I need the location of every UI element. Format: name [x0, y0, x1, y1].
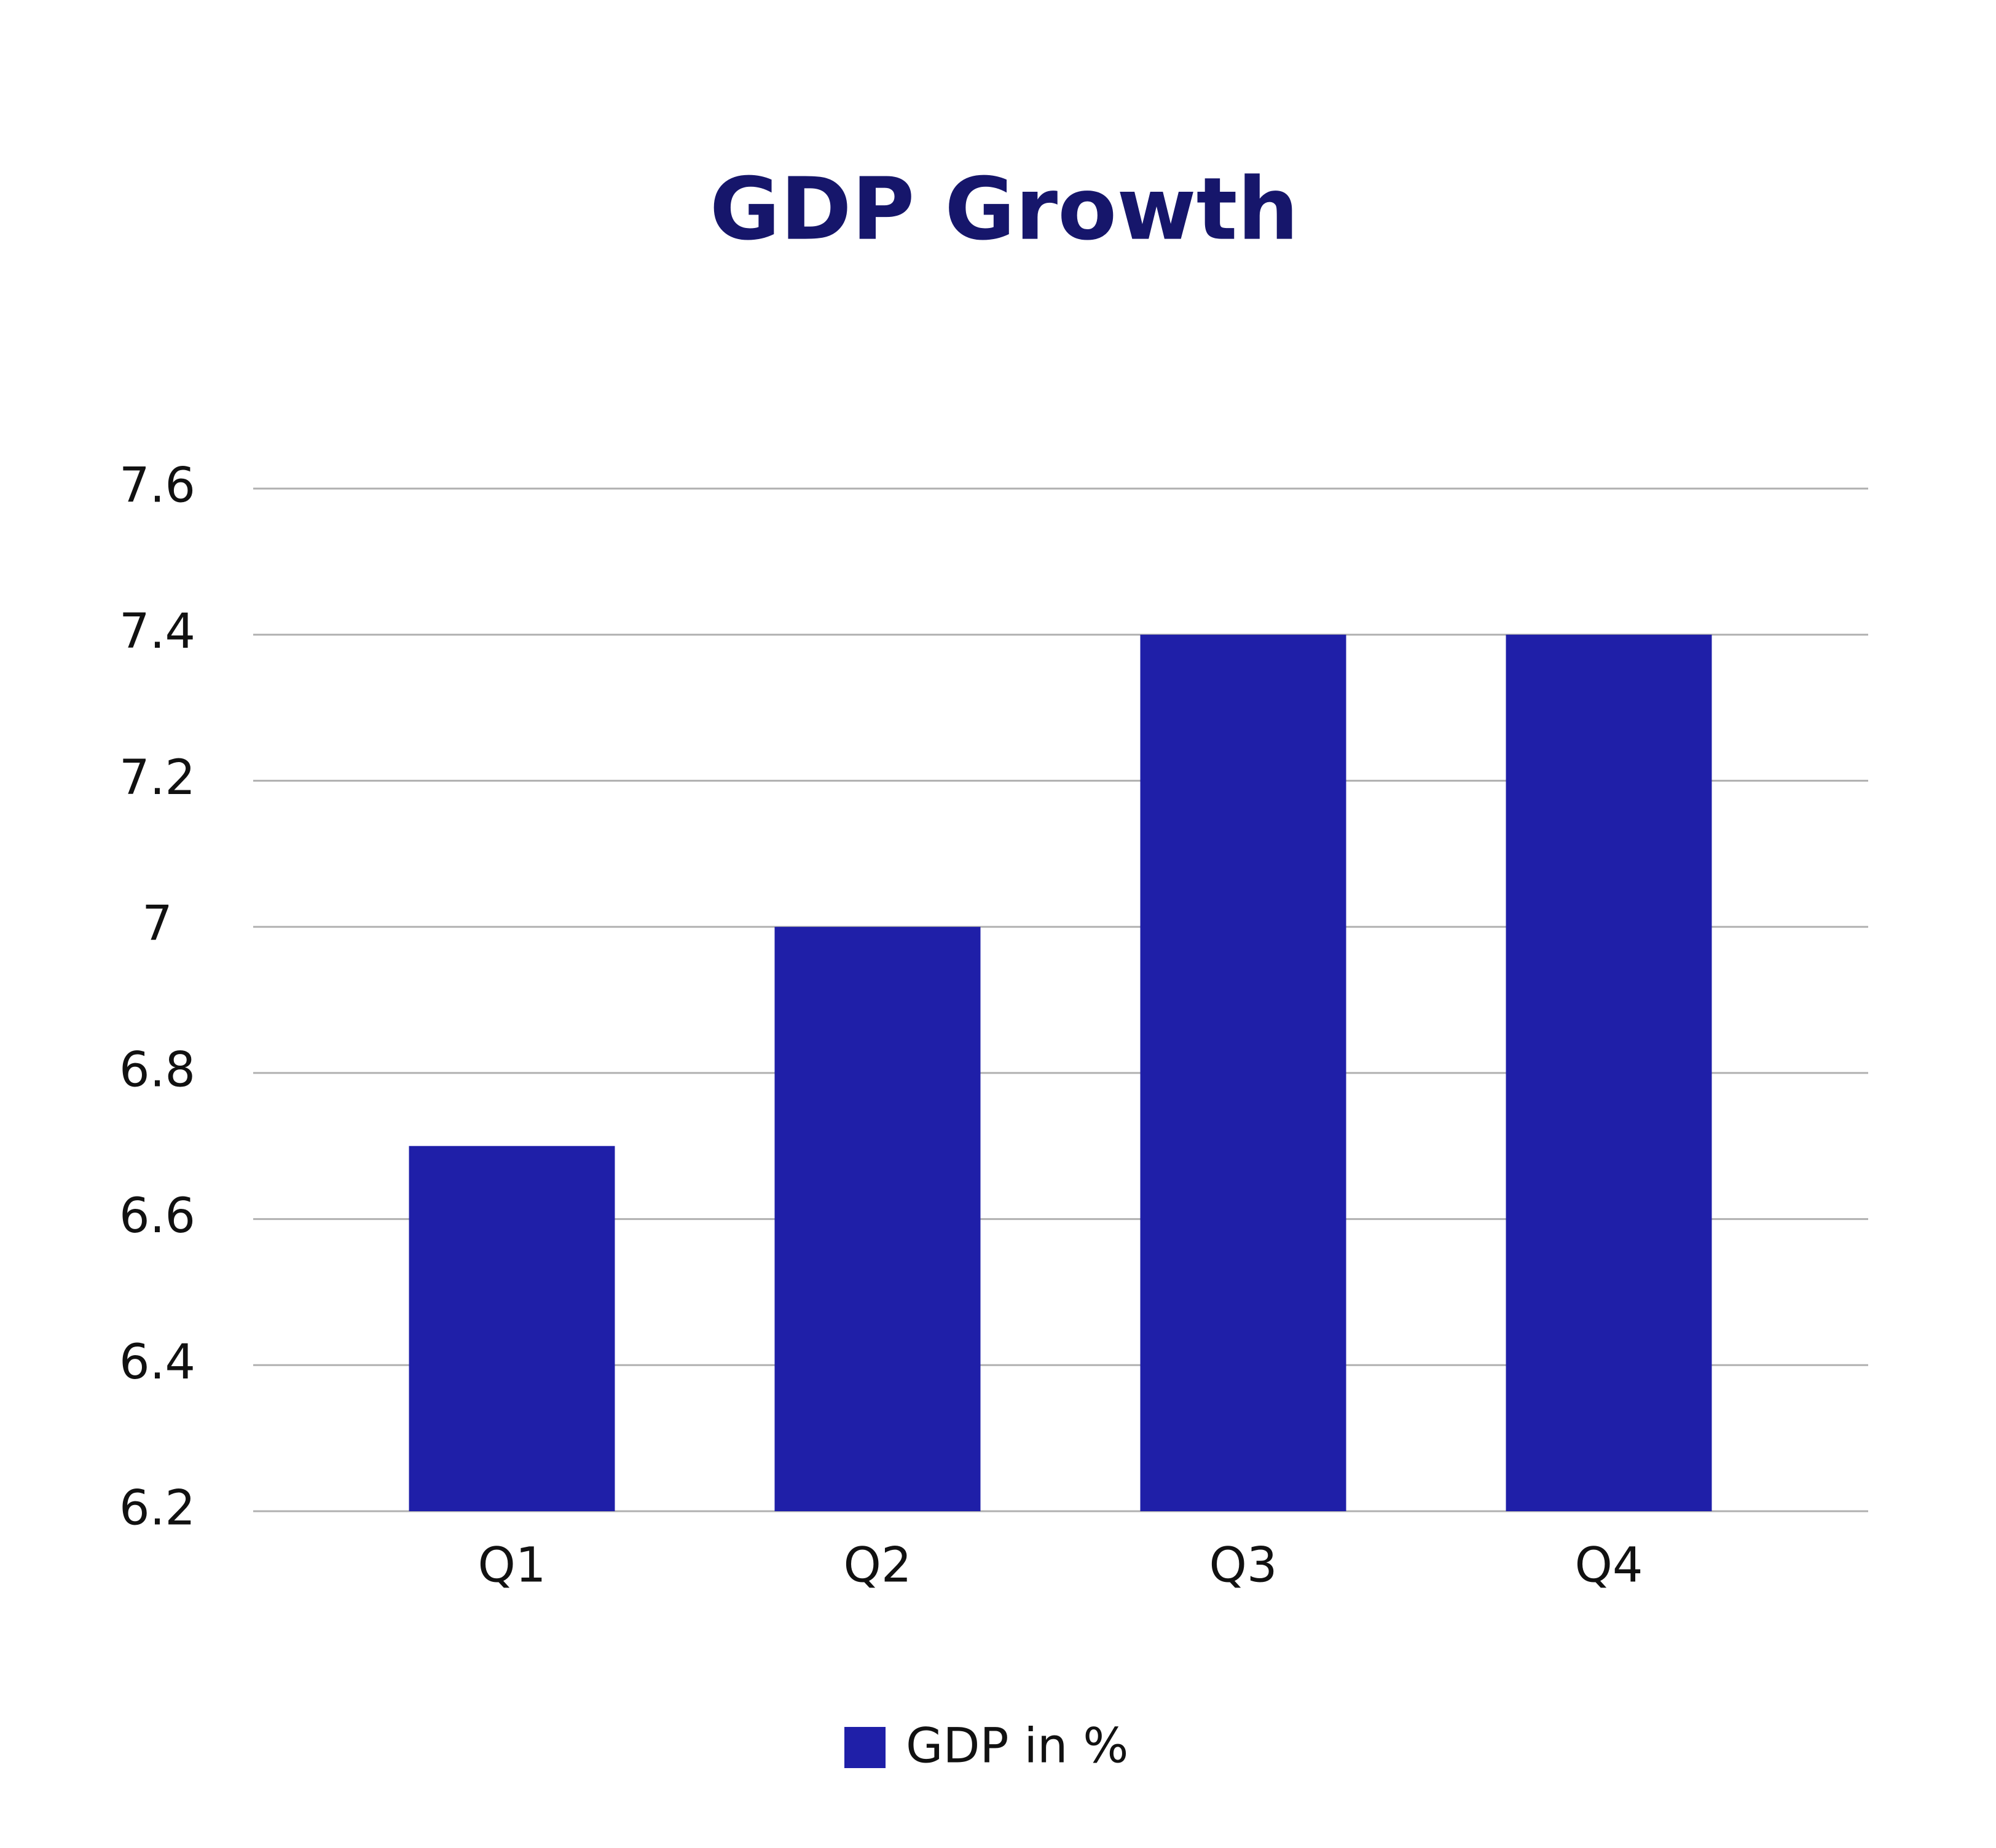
chart-title: GDP Growth: [710, 160, 1299, 260]
x-tick-label: Q1: [477, 1538, 546, 1593]
y-tick-label: 6.6: [119, 1189, 195, 1244]
y-tick-label: 6.8: [119, 1042, 195, 1098]
y-tick-label: 6.2: [119, 1480, 195, 1536]
x-tick-label: Q3: [1209, 1538, 1277, 1593]
bar: [774, 927, 981, 1511]
x-tick-label: Q2: [843, 1538, 911, 1593]
y-tick-label: 7.4: [119, 604, 195, 659]
x-tick-label: Q4: [1574, 1538, 1643, 1593]
y-tick-label: 7: [142, 897, 173, 952]
y-tick-label: 7.2: [119, 750, 195, 806]
legend-label: GDP in %: [906, 1718, 1128, 1774]
bar: [1140, 634, 1346, 1511]
bar: [1506, 634, 1712, 1511]
bar: [409, 1146, 615, 1511]
y-tick-label: 6.4: [119, 1335, 195, 1390]
legend-swatch: [844, 1727, 886, 1768]
y-tick-label: 7.6: [119, 458, 195, 513]
